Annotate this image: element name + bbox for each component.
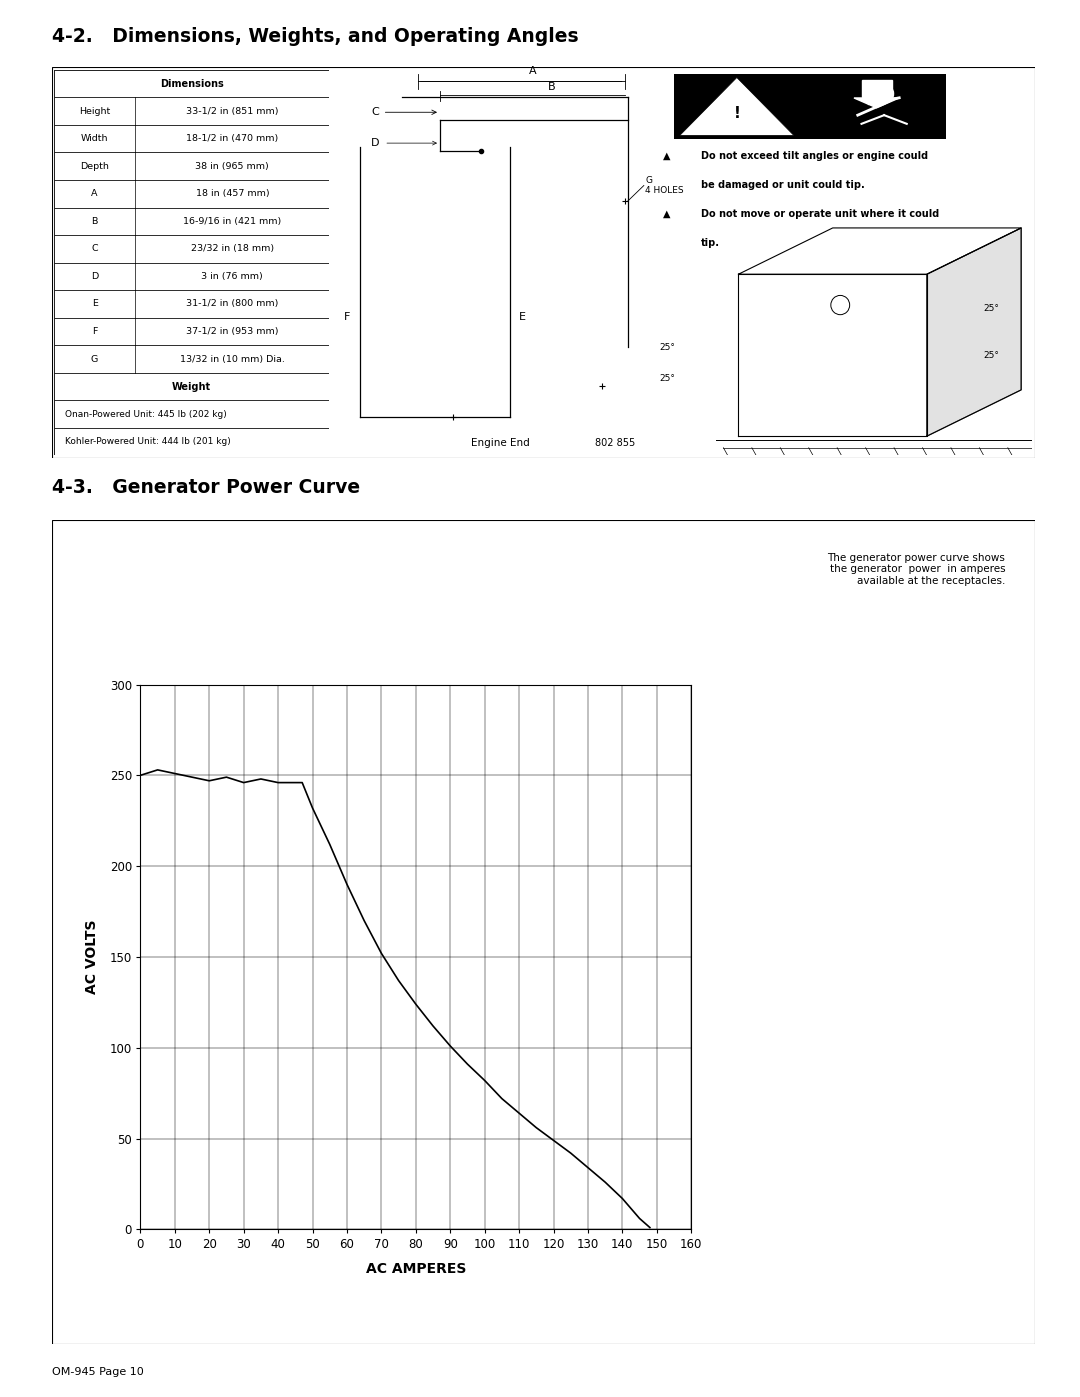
Text: 37-1/2 in (953 mm): 37-1/2 in (953 mm) [186,327,279,337]
Text: 31-1/2 in (800 mm): 31-1/2 in (800 mm) [186,299,279,309]
Text: The generator power curve shows
the generator  power  in amperes
available at th: The generator power curve shows the gene… [827,553,1005,585]
Text: Do not move or operate unit where it could: Do not move or operate unit where it cou… [701,208,939,219]
Text: B: B [92,217,98,226]
Bar [54,291,329,317]
Text: 18-1/2 in (470 mm): 18-1/2 in (470 mm) [186,134,279,144]
Text: G
4 HOLES: G 4 HOLES [646,176,684,196]
Text: 4-3.   Generator Power Curve: 4-3. Generator Power Curve [52,478,360,497]
Text: G: G [91,355,98,363]
Text: Kohler-Powered Unit: 444 lb (201 kg): Kohler-Powered Unit: 444 lb (201 kg) [65,437,231,446]
Text: Width: Width [81,134,108,144]
Bar [815,78,937,136]
Text: E: E [519,312,526,321]
Text: 25°: 25° [659,342,675,352]
Bar [54,98,329,124]
Text: 18 in (457 mm): 18 in (457 mm) [195,189,269,198]
Text: B: B [548,82,555,92]
Text: 25°: 25° [984,305,999,313]
Bar [54,152,329,180]
Text: F: F [92,327,97,337]
Text: !: ! [733,106,740,122]
Text: A: A [92,189,98,198]
Text: C: C [372,108,379,117]
Text: tip.: tip. [701,237,719,247]
Bar [54,373,329,401]
Polygon shape [927,228,1022,436]
Text: 16-9/16 in (421 mm): 16-9/16 in (421 mm) [184,217,282,226]
Text: Dimensions: Dimensions [160,78,224,88]
Text: 3 in (76 mm): 3 in (76 mm) [202,272,264,281]
X-axis label: AC AMPERES: AC AMPERES [366,1261,465,1275]
Text: ▲: ▲ [663,208,671,219]
Polygon shape [854,98,900,108]
Bar [862,80,892,96]
Text: OM-945 Page 10: OM-945 Page 10 [52,1366,144,1377]
Bar [54,208,329,235]
Text: 38 in (965 mm): 38 in (965 mm) [195,162,269,170]
Text: ▲: ▲ [663,151,671,161]
Text: Engine End: Engine End [471,437,530,447]
Text: D: D [370,138,379,148]
Text: 13/32 in (10 mm) Dia.: 13/32 in (10 mm) Dia. [180,355,285,363]
Text: C: C [92,244,98,253]
Bar [54,317,329,345]
Text: Onan-Powered Unit: 445 lb (202 kg): Onan-Powered Unit: 445 lb (202 kg) [65,409,227,419]
Text: D: D [91,272,98,281]
Text: 25°: 25° [659,374,675,383]
Text: Depth: Depth [80,162,109,170]
Bar [54,401,329,427]
Text: Height: Height [79,106,110,116]
Text: 25°: 25° [984,351,999,359]
Polygon shape [679,78,794,136]
Bar [54,70,329,98]
Bar [54,427,329,455]
Text: E: E [92,299,97,309]
Text: 23/32 in (18 mm): 23/32 in (18 mm) [191,244,274,253]
Text: F: F [345,312,351,321]
Bar [674,74,946,140]
Bar [54,345,329,373]
Text: be damaged or unit could tip.: be damaged or unit could tip. [701,180,865,190]
Text: 33-1/2 in (851 mm): 33-1/2 in (851 mm) [186,106,279,116]
Bar [54,124,329,152]
Text: 802 855: 802 855 [595,437,635,447]
Text: Weight: Weight [172,381,212,391]
Text: A: A [528,66,536,75]
Bar [54,235,329,263]
Bar [54,263,329,291]
Circle shape [875,84,893,103]
Text: 4-2.   Dimensions, Weights, and Operating Angles: 4-2. Dimensions, Weights, and Operating … [52,27,579,46]
Y-axis label: AC VOLTS: AC VOLTS [84,919,98,995]
Bar [54,180,329,208]
Text: Do not exceed tilt angles or engine could: Do not exceed tilt angles or engine coul… [701,151,928,161]
